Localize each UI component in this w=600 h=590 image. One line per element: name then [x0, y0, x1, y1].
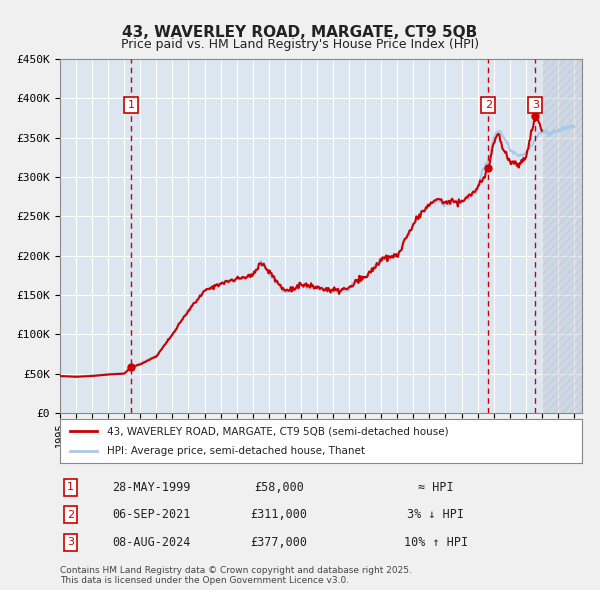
Text: 28-MAY-1999: 28-MAY-1999 [112, 481, 191, 494]
Text: 43, WAVERLEY ROAD, MARGATE, CT9 5QB (semi-detached house): 43, WAVERLEY ROAD, MARGATE, CT9 5QB (sem… [107, 427, 449, 436]
Text: HPI: Average price, semi-detached house, Thanet: HPI: Average price, semi-detached house,… [107, 446, 365, 455]
Text: 1: 1 [127, 100, 134, 110]
Text: Contains HM Land Registry data © Crown copyright and database right 2025.
This d: Contains HM Land Registry data © Crown c… [60, 566, 412, 585]
Text: 3: 3 [532, 100, 539, 110]
Text: £377,000: £377,000 [251, 536, 308, 549]
Text: £311,000: £311,000 [251, 508, 308, 522]
Text: 2: 2 [67, 510, 74, 520]
Bar [542, 59, 582, 413]
Text: 1: 1 [67, 483, 74, 492]
Text: ≈ HPI: ≈ HPI [418, 481, 454, 494]
Text: 06-SEP-2021: 06-SEP-2021 [112, 508, 191, 522]
Text: £58,000: £58,000 [254, 481, 304, 494]
Text: 10% ↑ HPI: 10% ↑ HPI [404, 536, 468, 549]
Text: 3% ↓ HPI: 3% ↓ HPI [407, 508, 464, 522]
Text: 2: 2 [485, 100, 492, 110]
Text: 08-AUG-2024: 08-AUG-2024 [112, 536, 191, 549]
Text: Price paid vs. HM Land Registry's House Price Index (HPI): Price paid vs. HM Land Registry's House … [121, 38, 479, 51]
Text: 43, WAVERLEY ROAD, MARGATE, CT9 5QB: 43, WAVERLEY ROAD, MARGATE, CT9 5QB [122, 25, 478, 40]
Text: 3: 3 [67, 537, 74, 547]
